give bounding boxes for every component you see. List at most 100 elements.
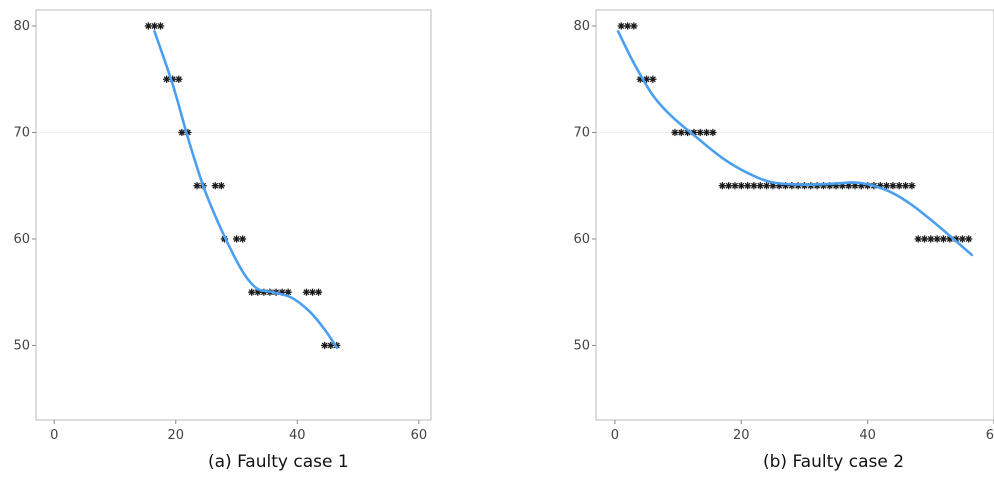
data-point [617, 22, 625, 30]
point-stroke [883, 182, 890, 189]
data-point [677, 128, 685, 137]
x-tick-label: 0 [611, 428, 619, 443]
data-point [232, 235, 241, 243]
point-stroke [738, 182, 745, 189]
point-stroke [218, 182, 225, 189]
point-stroke [965, 235, 972, 242]
data-point [731, 182, 739, 190]
point-stroke [624, 22, 631, 29]
data-point [193, 182, 201, 190]
point-stroke [744, 182, 751, 189]
data-point [889, 182, 897, 190]
point-stroke [303, 289, 310, 296]
x-tick-label: 40 [859, 428, 876, 443]
point-stroke [908, 182, 915, 189]
data-point [702, 128, 711, 137]
data-point [156, 22, 165, 30]
data-point [175, 75, 183, 83]
point-stroke [703, 129, 710, 136]
point-stroke [671, 129, 678, 136]
data-point [756, 182, 764, 190]
plot-frame [595, 9, 994, 421]
data-point [920, 235, 929, 243]
point-stroke [750, 182, 757, 189]
data-point [163, 75, 171, 83]
data-point [671, 128, 679, 137]
data-point [321, 341, 329, 350]
data-point [150, 22, 159, 30]
data-point [933, 235, 941, 243]
point-stroke [915, 235, 922, 242]
point-stroke [248, 289, 255, 296]
point-stroke [725, 182, 732, 189]
x-tick-label: 60 [986, 428, 994, 443]
plot-frame [35, 9, 432, 421]
y-tick-label: 80 [573, 19, 590, 34]
data-point [718, 182, 726, 190]
data-point [144, 22, 153, 30]
point-stroke [757, 182, 764, 189]
data-point [217, 182, 225, 190]
point-stroke [327, 342, 334, 349]
point-stroke [921, 235, 928, 242]
y-tick-label: 50 [13, 338, 30, 353]
point-stroke [618, 22, 625, 29]
point-stroke [649, 76, 656, 83]
point-stroke [719, 182, 726, 189]
x-tick-label: 60 [411, 428, 428, 443]
point-stroke [178, 129, 185, 136]
point-stroke [157, 22, 164, 29]
x-tick-label: 20 [733, 428, 750, 443]
y-tick-label: 70 [573, 125, 590, 140]
point-stroke [151, 22, 158, 29]
data-point [895, 182, 903, 190]
point-stroke [896, 182, 903, 189]
data-point [914, 235, 922, 243]
scatter-chart-1: 50 60 70 80 0 20 40 60 [13, 9, 432, 443]
data-point [709, 128, 717, 137]
data-point [284, 288, 292, 296]
point-stroke [239, 235, 246, 242]
point-stroke [902, 182, 909, 189]
point-stroke [175, 76, 182, 83]
data-point [630, 22, 638, 30]
x-tick-label: 0 [50, 428, 58, 443]
point-stroke [852, 182, 858, 189]
point-stroke [285, 289, 292, 296]
fit-line [616, 29, 974, 257]
data-point [725, 182, 733, 190]
data-point [965, 235, 973, 243]
point-stroke [163, 76, 170, 83]
x-tick-label: 40 [289, 428, 306, 443]
data-point [302, 288, 311, 296]
point-stroke [309, 289, 316, 296]
data-point [308, 288, 317, 296]
data-point [883, 182, 891, 190]
point-stroke [763, 182, 770, 189]
point-stroke [940, 235, 947, 242]
point-stroke [630, 22, 637, 29]
data-point [939, 235, 948, 243]
data-point [327, 341, 335, 350]
point-stroke [889, 182, 896, 189]
y-tick-label: 60 [13, 232, 30, 247]
data-point [737, 182, 745, 190]
chart-panel-1: 50 60 70 80 0 20 40 60 (a) Faulty case 1 [0, 0, 470, 483]
point-stroke [212, 182, 219, 189]
point-stroke [959, 235, 966, 242]
data-point [908, 182, 916, 190]
point-stroke [845, 182, 852, 189]
point-stroke [697, 129, 704, 136]
data-point [239, 235, 247, 243]
point-stroke [732, 182, 738, 189]
y-tick-label: 70 [13, 125, 30, 140]
point-stroke [315, 289, 322, 296]
data-point [762, 182, 771, 190]
data-point [958, 235, 967, 243]
data-point [248, 288, 256, 296]
fit-line [153, 29, 339, 349]
y-tick-label: 60 [573, 232, 590, 247]
y-tick-label: 50 [573, 338, 590, 353]
caption-1: (a) Faulty case 1 [208, 452, 349, 472]
data-point [623, 22, 632, 30]
